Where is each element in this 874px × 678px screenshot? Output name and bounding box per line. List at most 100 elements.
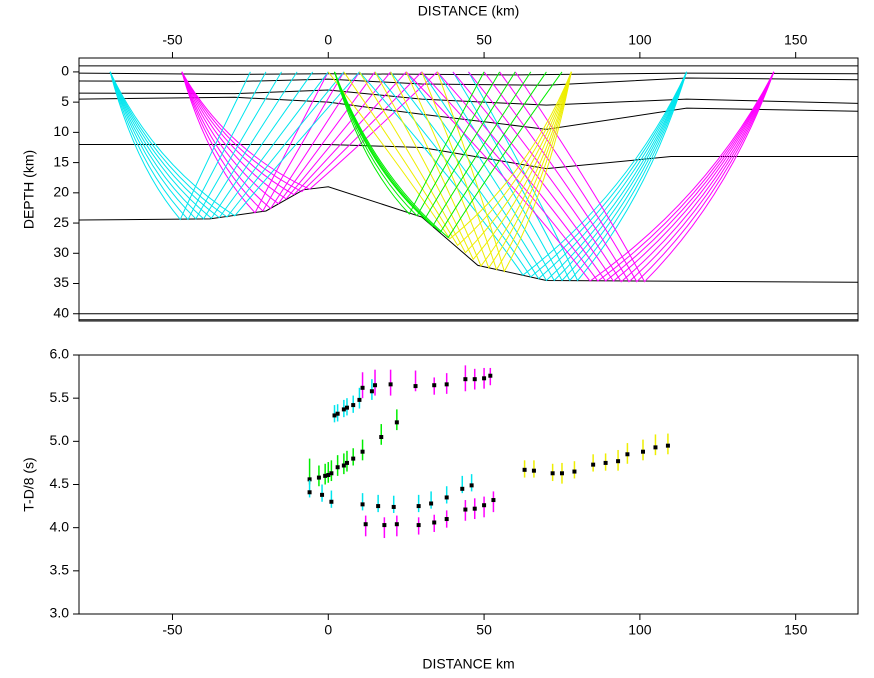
plot-frame bbox=[78, 57, 859, 322]
calculated-point bbox=[416, 504, 421, 509]
layer-boundary bbox=[78, 77, 859, 86]
ray bbox=[374, 71, 572, 261]
calculated-point bbox=[653, 445, 658, 450]
calculated-point bbox=[531, 468, 536, 473]
calculated-point bbox=[351, 456, 356, 461]
ray bbox=[334, 71, 532, 227]
calculated-point bbox=[429, 501, 434, 506]
calculated-point bbox=[469, 483, 474, 488]
ray bbox=[359, 71, 572, 254]
calculated-point bbox=[351, 403, 356, 408]
calculated-point bbox=[640, 449, 645, 454]
ray bbox=[343, 71, 572, 247]
ray bbox=[109, 71, 314, 219]
y-tick-label: 15 bbox=[53, 153, 69, 169]
ray bbox=[334, 71, 485, 215]
ray bbox=[334, 71, 501, 217]
calculated-point bbox=[329, 471, 334, 476]
calculated-point bbox=[616, 459, 621, 464]
y-tick-label: 3.0 bbox=[50, 605, 70, 621]
calculated-point bbox=[394, 522, 399, 527]
x-tick-label: 150 bbox=[784, 622, 808, 638]
calculated-point bbox=[413, 384, 418, 389]
ray bbox=[327, 71, 572, 240]
calculated-point bbox=[603, 460, 608, 465]
calculated-point bbox=[382, 523, 387, 528]
ray bbox=[436, 71, 572, 273]
ray bbox=[405, 71, 775, 282]
calculated-point bbox=[416, 523, 421, 528]
calculated-point bbox=[482, 376, 487, 381]
x-tick-label: -50 bbox=[162, 622, 182, 638]
calculated-point bbox=[522, 467, 527, 472]
layer-boundary bbox=[78, 72, 859, 76]
calculated-point bbox=[363, 522, 368, 527]
y-tick-label: 20 bbox=[53, 184, 69, 200]
ray bbox=[109, 71, 298, 220]
ray bbox=[181, 71, 423, 193]
y-tick-label: 3.5 bbox=[50, 562, 70, 578]
x-axis-label: DISTANCE km bbox=[422, 656, 514, 672]
calculated-point bbox=[559, 471, 564, 476]
ray bbox=[421, 71, 572, 271]
layer-boundary bbox=[78, 96, 859, 130]
ray bbox=[405, 71, 688, 282]
calculated-point bbox=[360, 385, 365, 390]
calculated-point bbox=[572, 469, 577, 474]
calculated-point bbox=[335, 411, 340, 416]
ray bbox=[109, 71, 329, 219]
y-tick-label: 35 bbox=[53, 274, 69, 290]
layer-boundary bbox=[78, 186, 859, 283]
ray bbox=[483, 71, 775, 283]
calculated-point bbox=[379, 435, 384, 440]
calculated-point bbox=[369, 389, 374, 394]
x-tick-label: 50 bbox=[476, 32, 492, 48]
plot-frame bbox=[78, 354, 859, 615]
calculated-point bbox=[460, 486, 465, 491]
calculated-point bbox=[444, 517, 449, 522]
calculated-point bbox=[432, 520, 437, 525]
ray bbox=[334, 71, 563, 239]
y-tick-label: 6.0 bbox=[50, 346, 70, 362]
ray bbox=[452, 71, 775, 282]
calculated-point bbox=[591, 462, 596, 467]
ray bbox=[109, 71, 360, 217]
y-tick-label: 4.0 bbox=[50, 518, 70, 534]
ray bbox=[452, 71, 688, 282]
y-tick-label: 25 bbox=[53, 214, 69, 230]
ray bbox=[109, 71, 282, 220]
y-tick-label: 40 bbox=[53, 304, 69, 320]
calculated-point bbox=[323, 473, 328, 478]
ray bbox=[514, 71, 775, 283]
ray bbox=[181, 71, 376, 205]
ray bbox=[421, 71, 688, 282]
calculated-point bbox=[463, 377, 468, 382]
y-tick-label: 10 bbox=[53, 123, 69, 139]
ray bbox=[181, 71, 391, 200]
layer-boundary bbox=[79, 143, 858, 170]
ray bbox=[374, 71, 688, 278]
y-tick-label: 5 bbox=[61, 93, 69, 109]
calculated-point bbox=[491, 498, 496, 503]
calculated-point bbox=[360, 502, 365, 507]
y-tick-label: 0 bbox=[61, 63, 69, 79]
calculated-point bbox=[307, 477, 312, 482]
ray bbox=[181, 71, 360, 210]
calculated-point bbox=[482, 503, 487, 508]
calculated-point bbox=[341, 407, 346, 412]
calculated-point bbox=[357, 397, 362, 402]
x-tick-label: 100 bbox=[628, 32, 652, 48]
calculated-point bbox=[444, 382, 449, 387]
ray bbox=[109, 71, 251, 221]
x-tick-label: -50 bbox=[162, 32, 182, 48]
y-tick-label: 5.5 bbox=[50, 389, 70, 405]
ray bbox=[436, 71, 775, 282]
calculated-point bbox=[329, 499, 334, 504]
ray bbox=[421, 71, 775, 282]
calculated-point bbox=[391, 504, 396, 509]
calculated-point bbox=[625, 452, 630, 457]
ray bbox=[390, 71, 688, 280]
x-tick-label: 100 bbox=[628, 622, 652, 638]
calculated-point bbox=[335, 465, 340, 470]
